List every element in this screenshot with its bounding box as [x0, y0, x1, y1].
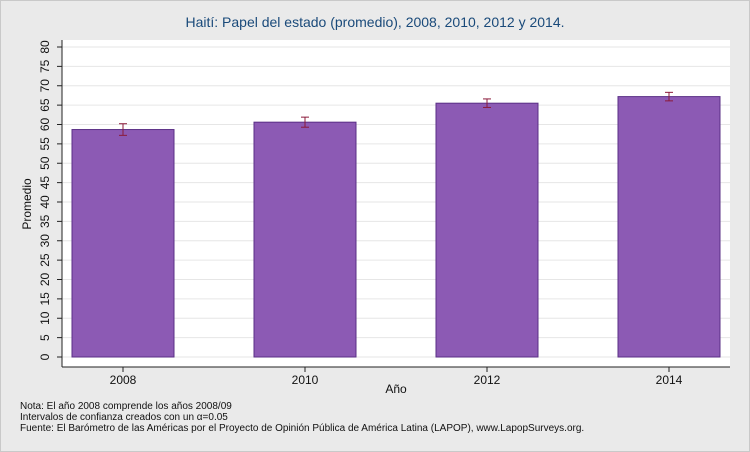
y-tick-label: 0 [38, 353, 52, 360]
chart-title: Haití: Papel del estado (promedio), 2008… [185, 14, 565, 30]
y-axis-label: Promedio [20, 178, 34, 230]
note-confidence-interval: Intervalos de confianza creados con un α… [20, 412, 228, 423]
y-tick-label: 15 [38, 292, 52, 306]
x-axis-label: Año [385, 382, 407, 396]
y-tick-label: 40 [38, 195, 52, 209]
x-tick-label: 2012 [474, 373, 501, 387]
bars [71, 96, 721, 358]
bar-2008 [71, 129, 175, 358]
error-bars [119, 91, 673, 136]
bar-2014 [617, 96, 721, 358]
note-source: Fuente: El Barómetro de las Américas por… [20, 423, 585, 434]
x-tick-label: 2008 [110, 373, 137, 387]
x-tick-label: 2010 [292, 373, 319, 387]
y-tick-label: 45 [38, 176, 52, 190]
y-tick-label: 50 [38, 156, 52, 170]
y-tick-label: 80 [38, 40, 52, 54]
y-tick-label: 5 [38, 334, 52, 341]
y-tick-label: 60 [38, 118, 52, 132]
x-axis: 2008 2010 2012 2014 [62, 366, 730, 387]
y-tick-label: 65 [38, 98, 52, 112]
x-tick-label: 2014 [656, 373, 683, 387]
bar-2010 [253, 121, 357, 358]
y-tick-label: 35 [38, 214, 52, 228]
y-tick-label: 30 [38, 234, 52, 248]
y-tick-label: 10 [38, 311, 52, 325]
bar-2012 [435, 102, 539, 358]
y-tick-label: 55 [38, 137, 52, 151]
y-tick-label: 25 [38, 253, 52, 267]
y-tick-label: 70 [38, 79, 52, 93]
y-tick-label: 20 [38, 273, 52, 287]
y-tick-label: 75 [38, 59, 52, 73]
y-axis: 0 5 10 15 20 25 30 35 40 45 50 55 60 65 70 75 80 [38, 40, 63, 367]
note-year-range: Nota: El año 2008 comprende los años 200… [20, 401, 232, 412]
